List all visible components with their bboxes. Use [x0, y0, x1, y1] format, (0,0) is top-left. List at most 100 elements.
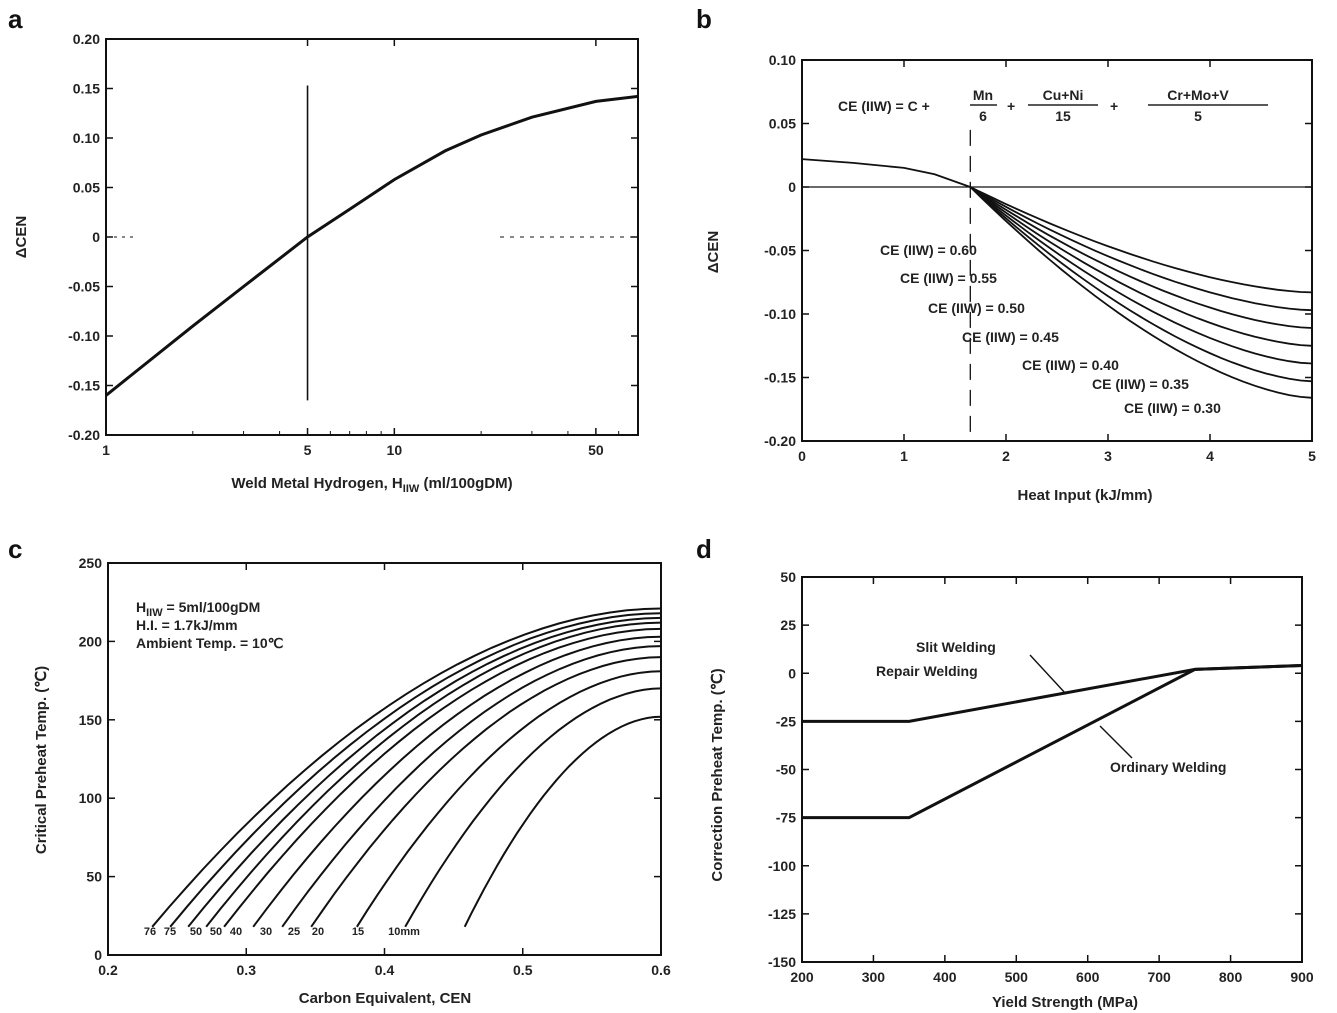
y-tick-label: 100 — [79, 790, 103, 806]
y-tick-label: -150 — [768, 954, 796, 970]
chart-b-xlabel: Heat Input (kJ/mm) — [1017, 487, 1152, 504]
panel-label-b: b — [696, 4, 712, 34]
y-tick-label: 0.15 — [73, 81, 100, 97]
chart-b: Heat Input (kJ/mm) ΔCEN CE (IIW) = C + M… — [705, 52, 1316, 504]
y-tick-label: 0.05 — [769, 116, 796, 132]
chart-d: Yield Strength (MPa) Correction Preheat … — [709, 569, 1314, 1011]
chart-c-ylabel: Critical Preheat Temp. (℃) — [33, 666, 50, 854]
y-tick-label: 0 — [92, 229, 100, 245]
annotation-repair-welding: Repair Welding — [876, 663, 978, 679]
y-tick-label: 150 — [79, 712, 103, 728]
condition-ambient: Ambient Temp. = 10℃ — [136, 635, 284, 651]
formula-lhs: CE (IIW) = C + — [838, 98, 930, 114]
formula-f2-den: 15 — [1055, 108, 1071, 124]
series-line — [404, 687, 662, 928]
y-tick-label: 0.10 — [73, 130, 100, 146]
y-tick-label: 0 — [788, 179, 796, 195]
thickness-label: 40 — [230, 926, 242, 938]
series-label: CE (IIW) = 0.40 — [1022, 357, 1119, 373]
thickness-label: 76 — [144, 926, 156, 938]
y-tick-label: 200 — [79, 633, 103, 649]
thickness-label: 15 — [352, 926, 364, 938]
chart-c: Carbon Equivalent, CEN Critical Preheat … — [33, 555, 671, 1007]
x-tick-label: 200 — [790, 969, 814, 985]
thickness-label: 20 — [312, 926, 324, 938]
formula-f1-den: 6 — [979, 108, 987, 124]
y-tick-label: 50 — [780, 569, 796, 585]
chart-c-conditions: HIIW = 5ml/100gDM H.I. = 1.7kJ/mm Ambien… — [136, 599, 284, 651]
x-tick-label: 10 — [387, 442, 403, 458]
series-label: CE (IIW) = 0.55 — [900, 270, 997, 286]
series-line — [969, 186, 1313, 294]
y-tick-label: 0 — [788, 665, 796, 681]
series-line — [187, 616, 662, 928]
y-tick-label: -75 — [776, 810, 796, 826]
y-tick-label: -0.20 — [764, 433, 796, 449]
annotation-slit-welding: Slit Welding — [916, 639, 996, 655]
x-tick-label: 0.3 — [237, 962, 257, 978]
formula-f3-den: 5 — [1194, 108, 1202, 124]
chart-d-xlabel: Yield Strength (MPa) — [992, 994, 1138, 1011]
plot-frame — [801, 576, 1303, 963]
x-tick-label: 300 — [862, 969, 886, 985]
series-line — [281, 645, 662, 928]
x-tick-label: 0.5 — [513, 962, 533, 978]
y-tick-label: 0.20 — [73, 31, 100, 47]
y-tick-label: -0.20 — [68, 427, 100, 443]
formula-f1-num: Mn — [973, 87, 993, 103]
x-tick-label: 0.2 — [98, 962, 118, 978]
series-line — [969, 186, 1313, 365]
x-tick-label: 0 — [798, 448, 806, 464]
thickness-label: 50 — [210, 926, 222, 938]
series-label: CE (IIW) = 0.50 — [928, 300, 1025, 316]
y-tick-label: -50 — [776, 762, 796, 778]
series-line — [105, 94, 639, 397]
arrow-slit — [1029, 654, 1067, 695]
x-tick-label: 1 — [102, 442, 110, 458]
series-line — [169, 612, 662, 928]
y-tick-label: -25 — [776, 713, 796, 729]
arrow-ordinary — [1099, 725, 1133, 759]
x-tick-label: 700 — [1147, 969, 1171, 985]
x-tick-label: 500 — [1005, 969, 1029, 985]
y-tick-label: 0.10 — [769, 52, 796, 68]
chart-c-xlabel: Carbon Equivalent, CEN — [299, 990, 472, 1007]
x-tick-label: 4 — [1206, 448, 1214, 464]
x-tick-label: 2 — [1002, 448, 1010, 464]
series-line — [969, 186, 1313, 399]
formula-f2-num: Cu+Ni — [1043, 87, 1084, 103]
y-tick-label: -0.15 — [764, 370, 796, 386]
thickness-label: 75 — [164, 926, 176, 938]
condition-hydrogen: HIIW = 5ml/100gDM — [136, 599, 260, 619]
x-tick-label: 900 — [1290, 969, 1314, 985]
annotation-ordinary-welding: Ordinary Welding — [1110, 759, 1226, 775]
y-tick-label: -0.05 — [764, 243, 796, 259]
series-line — [969, 186, 1313, 383]
thickness-label: 30 — [260, 926, 272, 938]
x-tick-label: 0.4 — [375, 962, 395, 978]
plot-frame — [105, 38, 639, 436]
series-line — [463, 715, 662, 928]
y-tick-label: 50 — [86, 869, 102, 885]
series-line — [151, 607, 662, 928]
x-tick-label: 600 — [1076, 969, 1100, 985]
series-line — [205, 621, 662, 928]
chart-d-ylabel: Correction Preheat Temp. (℃) — [709, 668, 726, 881]
chart-b-ylabel: ΔCEN — [705, 231, 722, 273]
svg-text:+: + — [1110, 98, 1118, 114]
y-tick-label: 0 — [94, 947, 102, 963]
panel-label-c: c — [8, 534, 22, 564]
y-tick-label: -0.10 — [68, 328, 100, 344]
chart-a-xlabel: Weld Metal Hydrogen, HIIW (ml/100gDM) — [231, 475, 512, 495]
svg-text:+: + — [1007, 98, 1015, 114]
series-line — [356, 670, 662, 928]
series-label: CE (IIW) = 0.35 — [1092, 376, 1189, 392]
series-label: CE (IIW) = 0.45 — [962, 329, 1059, 345]
x-tick-label: 50 — [588, 442, 604, 458]
series-line — [252, 635, 662, 928]
series-label: CE (IIW) = 0.30 — [1124, 400, 1221, 416]
y-tick-label: -0.05 — [68, 279, 100, 295]
series-line — [223, 627, 662, 928]
chart-a: Weld Metal Hydrogen, HIIW (ml/100gDM) ΔC… — [13, 31, 639, 495]
